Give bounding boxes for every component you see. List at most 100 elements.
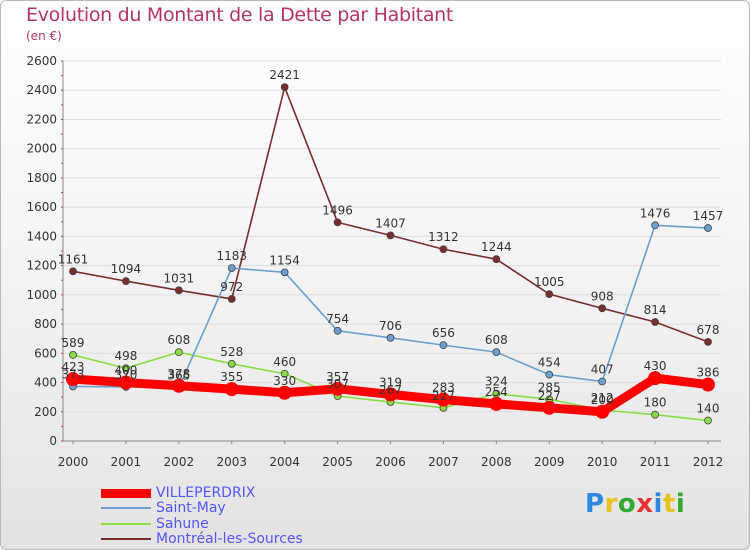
legend-item-montreal-les-sources: Montréal-les-Sources: [101, 531, 303, 547]
data-label: 140: [697, 402, 720, 416]
data-label: 285: [538, 380, 561, 394]
data-point: [701, 377, 715, 392]
data-point: [545, 370, 554, 379]
chart-title: Evolution du Montant de la Dette par Hab…: [26, 4, 454, 26]
data-label: 1476: [640, 206, 671, 220]
data-point: [66, 372, 80, 387]
data-label: 423: [62, 360, 85, 374]
data-point: [227, 264, 236, 273]
data-point: [648, 371, 663, 386]
y-tick-label: 1800: [26, 171, 57, 185]
data-label: 378: [167, 367, 190, 381]
data-label: 254: [485, 385, 508, 399]
data-point: [436, 392, 451, 407]
data-label: 1161: [58, 252, 89, 266]
data-label: 283: [432, 381, 455, 395]
logo-letter: P: [585, 489, 605, 519]
data-label: 227: [432, 389, 455, 403]
data-point: [439, 341, 448, 350]
data-label: 1407: [375, 216, 406, 230]
legend-swatch: [101, 538, 151, 540]
data-point: [704, 338, 712, 346]
x-tick-label: 2001: [111, 455, 142, 469]
data-label: 608: [485, 333, 508, 347]
logo-letter: i: [653, 489, 663, 519]
legend-swatch: [101, 507, 151, 509]
data-label: 1457: [693, 209, 724, 223]
data-label: 1094: [111, 262, 142, 276]
data-label: 370: [114, 368, 137, 382]
data-point: [651, 318, 659, 326]
data-label: 407: [591, 363, 614, 377]
data-label: 200: [591, 393, 614, 407]
data-point: [277, 385, 292, 400]
data-point: [492, 255, 501, 264]
data-point: [439, 245, 448, 254]
data-point: [386, 231, 395, 240]
data-label: 1031: [164, 271, 195, 285]
data-label: 400: [114, 364, 137, 378]
data-point: [333, 218, 342, 227]
data-point: [171, 378, 186, 393]
proxiti-logo: Proxiti: [585, 489, 685, 519]
data-point: [69, 267, 77, 276]
x-tick-label: 2012: [693, 455, 724, 469]
data-label: 1244: [481, 240, 512, 254]
logo-letter: x: [636, 489, 654, 519]
data-label: 1496: [322, 203, 353, 217]
y-tick-label: 0: [49, 434, 57, 448]
data-point: [542, 400, 557, 415]
data-point: [227, 359, 236, 368]
y-tick-label: 800: [34, 317, 57, 331]
legend-item-saint-may: Saint-May: [101, 500, 226, 516]
data-label: 267: [379, 383, 402, 397]
x-tick-label: 2011: [640, 455, 671, 469]
data-point: [118, 375, 133, 390]
x-tick-label: 2002: [164, 455, 195, 469]
logo-letter: t: [662, 489, 676, 519]
data-label: 608: [167, 333, 190, 347]
legend-label: Saint-May: [156, 500, 226, 516]
data-label: 454: [538, 356, 561, 370]
data-point: [595, 404, 610, 419]
y-tick-label: 2200: [26, 112, 57, 126]
data-point: [122, 364, 130, 373]
y-tick-label: 2000: [26, 142, 57, 156]
y-tick-label: 600: [34, 346, 57, 360]
logo-letter: o: [617, 489, 637, 519]
data-label: 307: [326, 377, 349, 391]
data-label: 212: [591, 391, 614, 405]
data-label: 319: [379, 375, 402, 389]
y-tick-label: 1400: [26, 229, 57, 243]
data-point: [224, 382, 239, 397]
x-tick-label: 2004: [269, 455, 300, 469]
data-point: [386, 333, 395, 342]
data-label: 386: [697, 366, 720, 380]
data-label: 656: [432, 326, 455, 340]
data-label: 430: [644, 359, 667, 373]
data-point: [651, 221, 659, 230]
data-point: [227, 295, 236, 303]
x-tick-label: 2009: [534, 455, 565, 469]
value-labels: 1161 1094 1031 972 2421 1496 1407 1312 1244 1005 9…: [58, 68, 724, 415]
data-label: 357: [326, 370, 349, 384]
data-label: 528: [220, 345, 243, 359]
x-tick-label: 2007: [428, 455, 459, 469]
data-point: [174, 348, 183, 357]
unit-label: (en €): [26, 29, 62, 43]
series-line: [72, 86, 709, 343]
axes: 0 200 400 600 800 1000 1200 1400 1600 1800 2000 220…: [26, 54, 723, 469]
data-point: [333, 326, 342, 335]
data-label: 180: [644, 396, 667, 410]
data-label: 355: [220, 370, 243, 384]
data-label: 814: [644, 303, 667, 317]
data-label: 908: [591, 289, 614, 303]
y-tick-label: 1200: [26, 259, 57, 273]
data-point: [280, 268, 289, 277]
data-point: [489, 396, 504, 411]
legend-item-villeperdrix: VILLEPERDRIX: [101, 485, 255, 501]
data-label: 754: [326, 312, 349, 326]
data-point: [545, 290, 554, 299]
